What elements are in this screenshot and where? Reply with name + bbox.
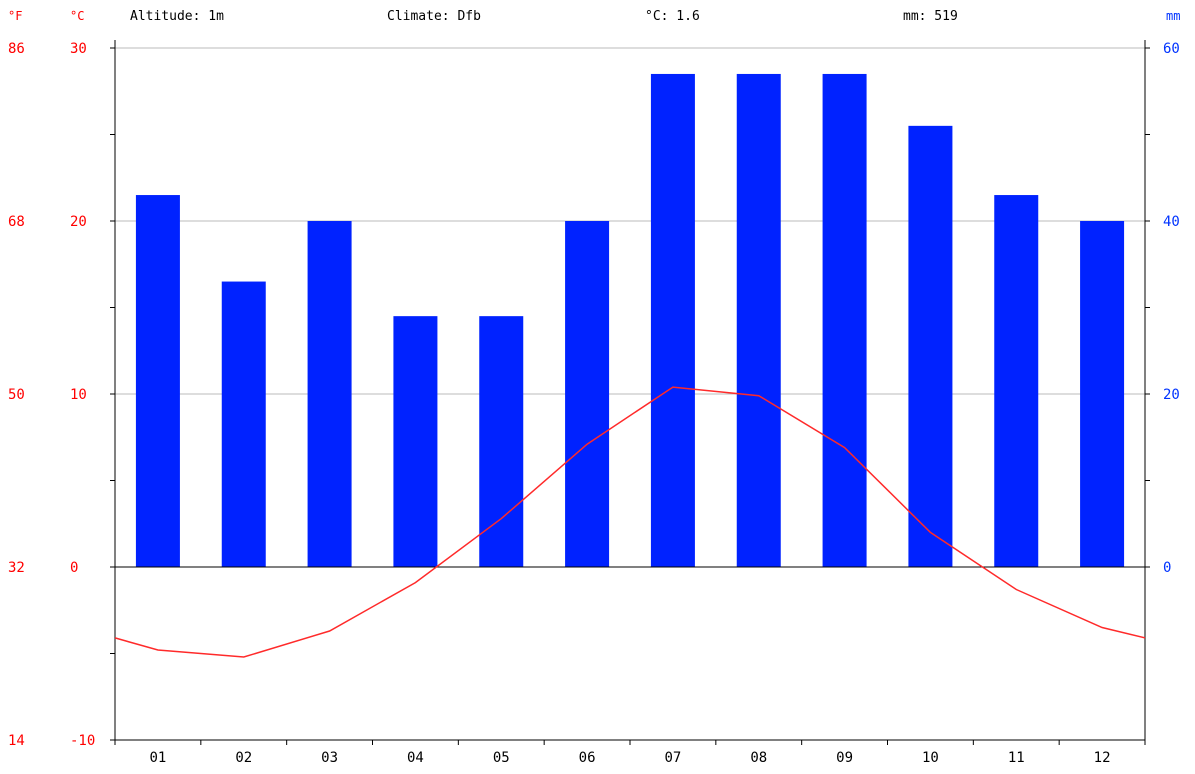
month-tick-label: 05 — [493, 750, 510, 766]
fahrenheit-tick-label: 32 — [8, 560, 25, 576]
fahrenheit-tick-label: 68 — [8, 214, 25, 230]
mean-temperature-label: °C: 1.6 — [645, 9, 700, 24]
precipitation-bar-08 — [736, 73, 781, 567]
axes — [110, 40, 1150, 745]
altitude-label: Altitude: 1m — [130, 9, 224, 24]
fahrenheit-tick-label: 14 — [8, 733, 25, 749]
precipitation-bar-10 — [908, 125, 953, 567]
precipitation-bar-05 — [479, 316, 524, 567]
precipitation-bar-06 — [565, 221, 610, 567]
celsius-unit-label: °C — [70, 9, 84, 23]
gridlines — [115, 47, 1145, 395]
precipitation-bar-07 — [650, 73, 695, 567]
month-tick-label: 10 — [922, 750, 939, 766]
temperature-line-path — [114, 386, 1146, 658]
precipitation-bars — [135, 73, 1125, 568]
temperature-line — [114, 386, 1146, 658]
fahrenheit-unit-label: °F — [8, 9, 22, 23]
millimetre-unit-label: mm — [1166, 9, 1180, 23]
precipitation-bar-09 — [822, 73, 867, 567]
month-tick-label: 03 — [321, 750, 338, 766]
precipitation-bar-01 — [135, 195, 180, 568]
right-axis-ticks: 0 20 40 60 — [1163, 41, 1180, 576]
precipitation-bar-03 — [307, 221, 352, 567]
precipitation-bar-02 — [221, 281, 266, 567]
x-axis-ticks: 01 02 03 04 05 06 07 08 09 10 11 12 — [149, 750, 1110, 766]
celsius-tick-label: 20 — [70, 214, 87, 230]
celsius-tick-label: 10 — [70, 387, 87, 403]
month-tick-label: 09 — [836, 750, 853, 766]
month-tick-label: 07 — [664, 750, 681, 766]
precipitation-bar-11 — [994, 195, 1039, 568]
precipitation-tick-label: 0 — [1163, 560, 1171, 576]
total-precipitation-label: mm: 519 — [903, 9, 958, 24]
fahrenheit-tick-label: 50 — [8, 387, 25, 403]
month-tick-label: 08 — [750, 750, 767, 766]
month-tick-label: 06 — [579, 750, 596, 766]
precipitation-bar-12 — [1080, 221, 1125, 567]
celsius-tick-label: 0 — [70, 560, 78, 576]
celsius-tick-label: 30 — [70, 41, 87, 57]
month-tick-label: 02 — [235, 750, 252, 766]
month-tick-label: 12 — [1094, 750, 1111, 766]
left-axis-ticks: 14 -10 32 0 50 10 68 20 86 30 — [8, 41, 95, 749]
fahrenheit-tick-label: 86 — [8, 41, 25, 57]
month-tick-label: 11 — [1008, 750, 1025, 766]
month-tick-label: 01 — [149, 750, 166, 766]
precipitation-tick-label: 40 — [1163, 214, 1180, 230]
precipitation-tick-label: 60 — [1163, 41, 1180, 57]
celsius-tick-label: -10 — [70, 733, 95, 749]
month-tick-label: 04 — [407, 750, 424, 766]
precipitation-tick-label: 20 — [1163, 387, 1180, 403]
climate-label: Climate: Dfb — [387, 9, 481, 24]
precipitation-bar-04 — [393, 316, 438, 567]
